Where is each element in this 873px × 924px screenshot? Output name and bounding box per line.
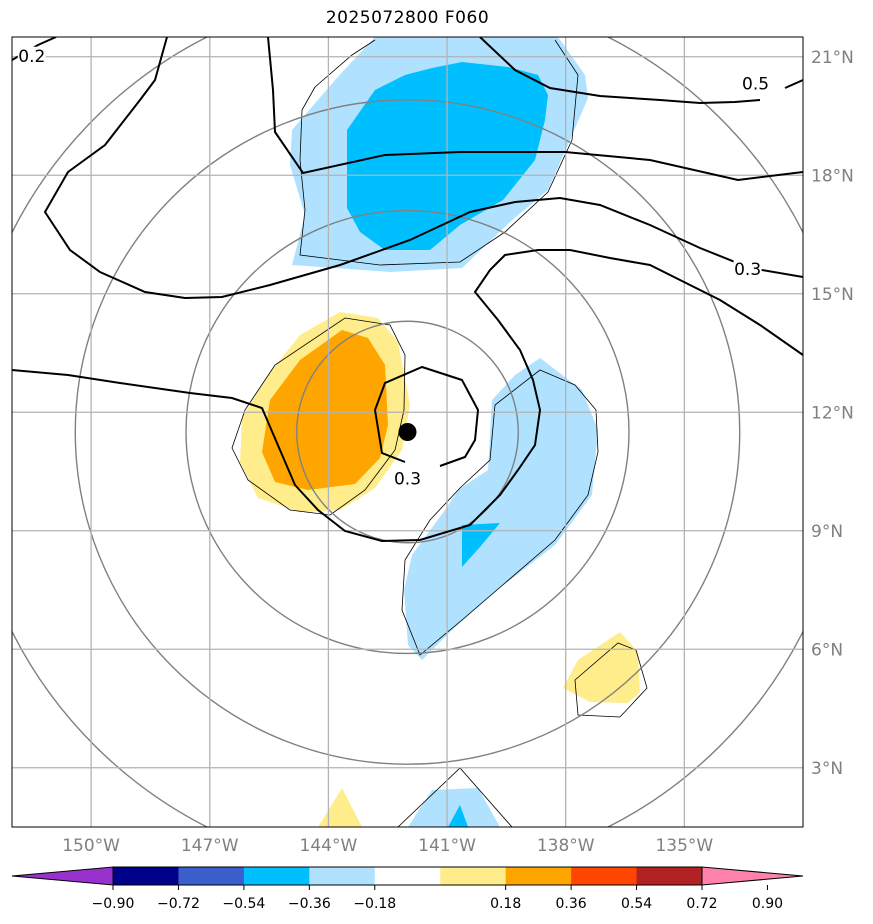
lon-tick-label: 147°W <box>181 836 239 856</box>
contour-label-bg <box>17 46 46 67</box>
contour-label: 0.2 <box>18 47 45 67</box>
contour-label: 0.5 <box>742 74 769 94</box>
lon-tick-label: 141°W <box>418 836 476 856</box>
yellow-south <box>318 788 362 827</box>
lat-tick-label: 15°N <box>811 285 854 305</box>
colorbar-swatch <box>505 867 572 885</box>
blue-deep-south <box>448 805 468 827</box>
axis-tick-labels: 150°W 147°W 144°W 141°W 138°W 135°W 21°N 18°N 15… <box>62 48 854 856</box>
contour-0-5 <box>267 37 803 182</box>
range-ring <box>74 99 741 765</box>
colorbar-swatch <box>374 867 441 885</box>
yellow-southeast <box>563 632 640 703</box>
range-ring <box>185 209 630 655</box>
contour-label: 0.3 <box>394 469 421 489</box>
colorbar-frame <box>112 866 703 886</box>
colorbar-extend-high <box>701 866 804 886</box>
colorbar-tick-label: 0.90 <box>752 896 783 912</box>
contour-labels: 0.2 0.5 0.3 0.3 <box>17 46 770 490</box>
lat-tick-label: 12°N <box>811 403 854 423</box>
contour-0-5-tail <box>784 79 803 89</box>
colorbar-tick-label: −0.72 <box>157 896 200 912</box>
orange-west <box>262 330 388 490</box>
map-plot-area: 0.2 0.5 0.3 0.3 <box>12 37 803 827</box>
map-title: 2025072800 F060 <box>325 8 490 28</box>
colorbar-tick-label: 0.54 <box>621 896 652 912</box>
colorbar-tick-label: −0.36 <box>288 896 331 912</box>
storm-center-marker <box>398 423 417 441</box>
colorbar: −0.90 −0.72 −0.54 −0.36 −0.18 0.18 0.36 0.54 0.7… <box>11 866 804 912</box>
blue-light-south <box>408 788 500 827</box>
colorbar-tick-label: 0.72 <box>686 896 717 912</box>
lat-lon-grid <box>12 37 803 827</box>
colorbar-swatch <box>636 867 703 885</box>
colorbar-tick-label: −0.18 <box>353 896 396 912</box>
colorbar-swatch <box>571 867 638 885</box>
colorbar-swatch <box>243 867 310 885</box>
contour-north-east <box>479 37 761 105</box>
lon-tick-label: 138°W <box>537 836 595 856</box>
lon-tick-label: 144°W <box>300 836 358 856</box>
range-rings <box>12 37 803 827</box>
contour-label-bg <box>741 74 770 95</box>
colorbar-extend-low <box>11 866 114 886</box>
plot-frame <box>11 36 804 828</box>
colorbar-swatch <box>440 867 507 885</box>
blue-deep-east <box>462 523 500 567</box>
lat-tick-label: 9°N <box>811 522 843 542</box>
lat-tick-label: 21°N <box>811 48 854 68</box>
lat-tick-label: 3°N <box>811 759 843 779</box>
colorbar-tick-label: −0.54 <box>222 896 265 912</box>
lon-tick-label: 135°W <box>655 836 713 856</box>
lon-tick-label: 150°W <box>62 836 120 856</box>
colorbar-tick-label: 0.36 <box>556 896 587 912</box>
colorbar-tick-label: 0.18 <box>490 896 521 912</box>
contour-outer-northwest <box>43 37 803 300</box>
colorbar-swatch <box>178 867 245 885</box>
colorbar-swatch <box>113 867 179 885</box>
lat-tick-label: 6°N <box>811 640 843 660</box>
contour-label-bg <box>733 260 762 281</box>
contour-east-trough <box>12 249 803 543</box>
blue-light-east <box>404 358 598 660</box>
colorbar-tick-label: −0.90 <box>92 896 135 912</box>
colorbar-swatch <box>309 867 376 885</box>
range-ring <box>296 320 519 544</box>
lat-tick-label: 18°N <box>811 166 854 186</box>
contour-0-3-inner <box>373 365 480 467</box>
contour-label-bg <box>393 469 422 490</box>
contour-label: 0.3 <box>734 260 761 280</box>
